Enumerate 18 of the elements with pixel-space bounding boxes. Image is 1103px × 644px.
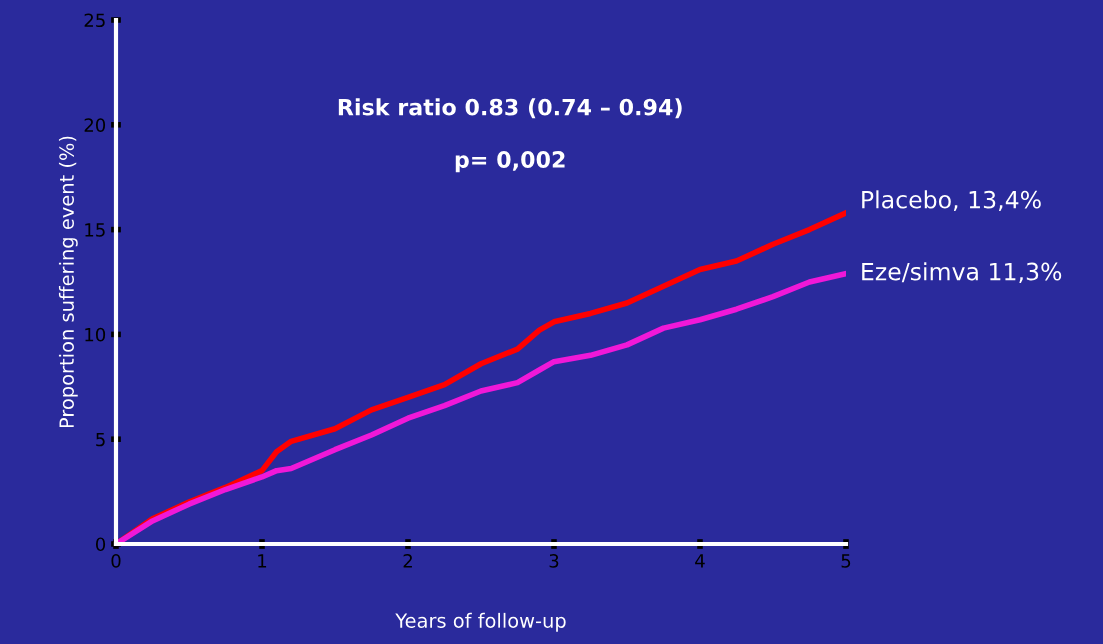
annotation: p= 0,002: [455, 151, 565, 173]
y-tick-label: 15: [85, 223, 105, 237]
x-tick-label: 1: [258, 554, 267, 568]
series-label: Eze/simva 11,3%: [862, 262, 1062, 283]
y-tick-label: 0: [95, 537, 106, 552]
annotation: Risk ratio 0.83 (0.74 – 0.94): [338, 98, 682, 119]
x-tick-label: 2: [403, 554, 412, 568]
x-axis-title: Years of follow-up: [395, 612, 566, 632]
x-tick-label: 3: [549, 554, 559, 568]
y-tick-label: 25: [84, 13, 105, 28]
y-axis-title: Proportion suffering event (%): [58, 136, 78, 428]
series-label: Placebo, 13,4%: [862, 190, 1041, 211]
x-tick-label: 5: [841, 554, 851, 568]
y-tick-label: 5: [96, 432, 105, 447]
y-tick-label: 10: [85, 327, 106, 342]
y-tick-label: 20: [84, 118, 106, 132]
x-tick-label: 4: [695, 554, 705, 568]
x-tick-label: 0: [111, 554, 121, 568]
